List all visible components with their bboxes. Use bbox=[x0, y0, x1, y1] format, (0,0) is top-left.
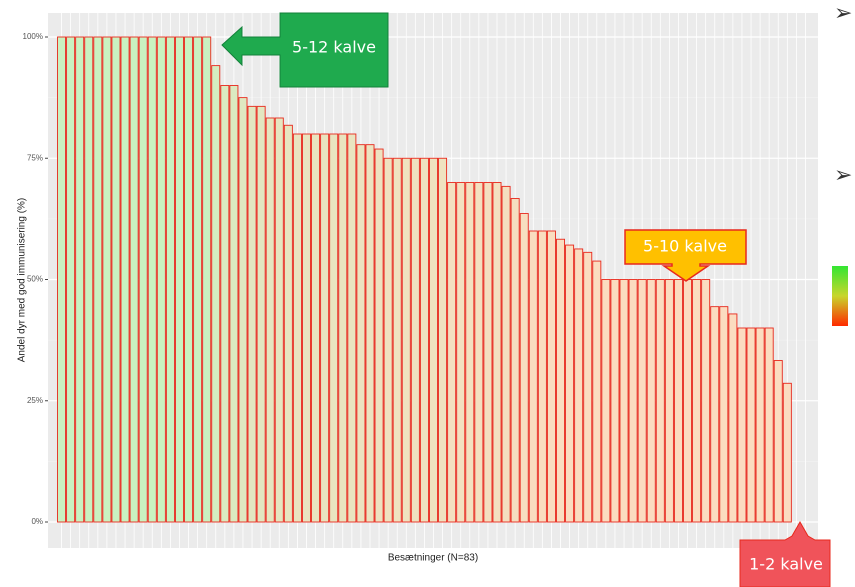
bar bbox=[710, 306, 720, 523]
bar bbox=[93, 36, 103, 523]
bar bbox=[329, 133, 339, 523]
bar bbox=[565, 244, 575, 523]
bar bbox=[583, 251, 593, 523]
bar bbox=[746, 327, 756, 523]
bar bbox=[419, 157, 429, 523]
bar bbox=[320, 133, 330, 523]
bar bbox=[719, 306, 729, 523]
bar bbox=[193, 36, 203, 523]
bar bbox=[447, 182, 457, 523]
bullet: ➢ bbox=[834, 162, 852, 187]
bar bbox=[392, 157, 402, 523]
bar bbox=[102, 36, 112, 523]
bars bbox=[57, 36, 792, 523]
bar bbox=[728, 313, 738, 523]
bar bbox=[247, 105, 257, 523]
bar bbox=[646, 279, 656, 523]
bar bbox=[528, 230, 538, 523]
bar bbox=[401, 157, 411, 523]
bar bbox=[701, 279, 711, 523]
bar bbox=[84, 36, 94, 523]
bar bbox=[274, 117, 284, 523]
annotation: 5-10 kalve bbox=[643, 237, 727, 256]
bar bbox=[692, 279, 702, 523]
bar bbox=[501, 185, 511, 523]
y-tick-label: 25% bbox=[27, 396, 43, 405]
bar bbox=[492, 182, 502, 523]
bar bbox=[374, 148, 384, 523]
red-callout bbox=[739, 520, 831, 587]
bar bbox=[637, 279, 647, 523]
y-axis-label: Andel dyr med god immunisering (%) bbox=[17, 198, 28, 363]
bar bbox=[220, 85, 230, 523]
annotation: 1-2 kalve bbox=[749, 555, 823, 574]
bar bbox=[456, 182, 466, 523]
bar bbox=[782, 382, 792, 523]
bar bbox=[283, 124, 293, 523]
bar bbox=[365, 144, 375, 523]
bar bbox=[211, 65, 221, 523]
bar bbox=[147, 36, 157, 523]
bar bbox=[737, 327, 747, 523]
bar bbox=[174, 36, 184, 523]
bar bbox=[347, 133, 357, 523]
bullet: ➢ bbox=[834, 0, 852, 25]
bar bbox=[619, 279, 629, 523]
bar bbox=[483, 182, 493, 523]
bar bbox=[574, 248, 584, 523]
bar bbox=[610, 279, 620, 523]
y-tick-label: 75% bbox=[27, 153, 43, 162]
orange-callout bbox=[624, 229, 747, 282]
bar bbox=[156, 36, 166, 523]
y-tick-label: 0% bbox=[31, 517, 43, 526]
bar bbox=[338, 133, 348, 523]
bar bbox=[519, 213, 529, 523]
bar bbox=[129, 36, 139, 523]
bar bbox=[111, 36, 121, 523]
bar bbox=[601, 279, 611, 523]
bar bbox=[683, 279, 693, 523]
bar bbox=[66, 36, 76, 523]
bar bbox=[429, 157, 438, 523]
y-tick-label: 100% bbox=[23, 32, 43, 41]
bar bbox=[302, 133, 311, 523]
bar bbox=[592, 260, 602, 523]
bar bbox=[546, 230, 556, 523]
bar bbox=[256, 105, 266, 523]
bar bbox=[764, 327, 774, 523]
bar bbox=[438, 157, 448, 523]
bar bbox=[120, 36, 130, 523]
bar bbox=[410, 157, 420, 523]
bar bbox=[238, 97, 248, 523]
bar bbox=[265, 117, 275, 523]
bar bbox=[556, 238, 565, 523]
bar bbox=[465, 182, 475, 523]
bar bbox=[202, 36, 212, 523]
bar bbox=[673, 279, 683, 523]
bar bbox=[510, 198, 520, 523]
bar bbox=[57, 36, 67, 523]
bar bbox=[138, 36, 148, 523]
bar bbox=[383, 157, 393, 523]
bar bbox=[229, 85, 239, 523]
bar bbox=[356, 144, 366, 523]
bar bbox=[75, 36, 85, 523]
green-callout bbox=[221, 12, 389, 88]
annotation: 5-12 kalve bbox=[292, 38, 376, 57]
bar bbox=[537, 230, 547, 523]
bar bbox=[628, 279, 638, 523]
bar bbox=[311, 133, 321, 523]
bar bbox=[655, 279, 665, 523]
bar bbox=[474, 182, 484, 523]
bar bbox=[184, 36, 194, 523]
legend-gradient bbox=[832, 266, 848, 326]
bar bbox=[664, 279, 674, 523]
bar bbox=[292, 133, 302, 523]
y-tick-label: 50% bbox=[27, 275, 43, 284]
bar bbox=[755, 327, 765, 523]
bar bbox=[165, 36, 175, 523]
bar bbox=[773, 360, 783, 523]
x-axis-label: Besætninger (N=83) bbox=[388, 553, 478, 564]
